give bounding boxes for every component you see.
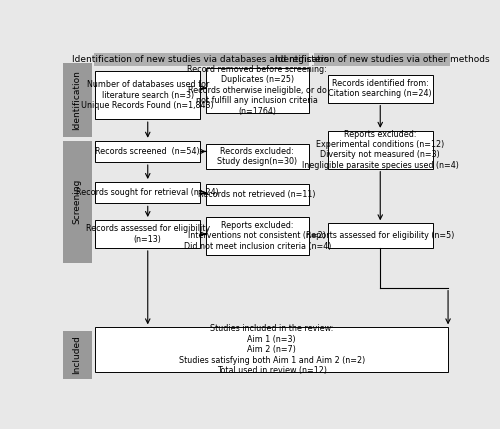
Text: Records not retrieved (n=11): Records not retrieved (n=11) <box>198 190 316 199</box>
FancyBboxPatch shape <box>328 131 432 169</box>
FancyBboxPatch shape <box>62 63 92 137</box>
FancyBboxPatch shape <box>328 75 432 103</box>
Text: Identification of new studies via databases and registers: Identification of new studies via databa… <box>72 55 328 64</box>
FancyBboxPatch shape <box>314 53 450 66</box>
Text: Records excluded:
Study design(n=30): Records excluded: Study design(n=30) <box>217 147 298 166</box>
FancyBboxPatch shape <box>206 144 308 169</box>
Text: Records assessed for eligibility
(n=13): Records assessed for eligibility (n=13) <box>86 224 210 244</box>
Text: Records identified from:
Citation searching (n=24): Records identified from: Citation search… <box>328 79 432 98</box>
Text: Record removed before screening:
Duplicates (n=25)
Records otherwise ineligible,: Record removed before screening: Duplica… <box>188 65 327 115</box>
Text: Studies included in the review:
Aim 1 (n=3)
Aim 2 (n=7)
Studies satisfying both : Studies included in the review: Aim 1 (n… <box>178 324 365 375</box>
Text: Identification of new studies via other methods: Identification of new studies via other … <box>275 55 490 64</box>
Text: Identification: Identification <box>72 70 82 130</box>
Text: Records screened  (n=54): Records screened (n=54) <box>96 147 200 156</box>
FancyBboxPatch shape <box>94 53 308 66</box>
FancyBboxPatch shape <box>96 327 448 372</box>
Text: Number of databases used for
literature search (n=3)
Unique Records Found (n=1,8: Number of databases used for literature … <box>82 80 214 110</box>
Text: Reports excluded:
Interventions not consistent (n=2)
Did not meet inclusion crit: Reports excluded: Interventions not cons… <box>184 221 331 251</box>
FancyBboxPatch shape <box>96 141 200 162</box>
Text: Reports assessed for eligibility (n=5): Reports assessed for eligibility (n=5) <box>306 231 454 240</box>
FancyBboxPatch shape <box>62 331 92 378</box>
FancyBboxPatch shape <box>206 217 308 255</box>
Text: Reports excluded:
Experimental conditions (n=12)
Diversity not measured (n=3)
In: Reports excluded: Experimental condition… <box>302 130 458 170</box>
FancyBboxPatch shape <box>206 184 308 205</box>
Text: Records sought for retrieval (n=24): Records sought for retrieval (n=24) <box>76 188 219 197</box>
FancyBboxPatch shape <box>62 141 92 263</box>
FancyBboxPatch shape <box>96 71 200 119</box>
FancyBboxPatch shape <box>96 182 200 203</box>
FancyBboxPatch shape <box>96 220 200 248</box>
FancyBboxPatch shape <box>328 223 432 248</box>
Text: Included: Included <box>72 335 82 374</box>
FancyBboxPatch shape <box>206 68 308 112</box>
Text: Screening: Screening <box>72 179 82 224</box>
